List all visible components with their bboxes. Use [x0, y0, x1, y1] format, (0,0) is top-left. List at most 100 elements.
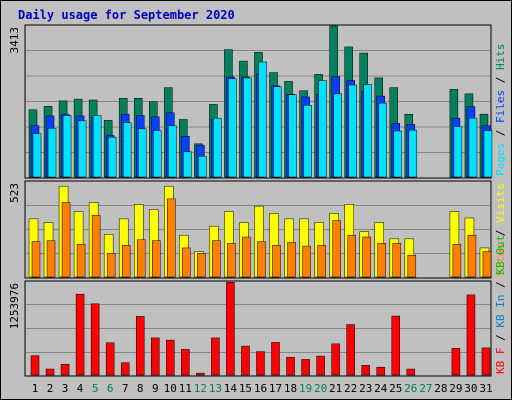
x-tick-label: 23 — [359, 382, 372, 395]
x-tick-label: 22 — [344, 382, 357, 395]
x-tick-label: 25 — [389, 382, 402, 395]
pages-bar — [333, 93, 342, 178]
x-tick-label: 9 — [152, 382, 159, 395]
x-tick-label: 10 — [164, 382, 177, 395]
x-tick-label: 31 — [479, 382, 492, 395]
legend-entry: Visits — [494, 183, 507, 223]
pages-bar — [348, 84, 357, 178]
sites-bar — [317, 244, 326, 278]
pages-bar — [363, 84, 372, 178]
kb-bar — [406, 368, 416, 376]
sites-bar — [212, 240, 221, 278]
kb-bar — [151, 337, 160, 376]
top-ymax-label: 3413 — [8, 27, 21, 54]
middle-ymax-label: 523 — [8, 183, 21, 203]
x-tick-label: 11 — [179, 382, 192, 395]
sites-bar — [377, 243, 386, 278]
pages-bar — [318, 80, 327, 178]
x-tick-label: 4 — [77, 382, 84, 395]
x-tick-label: 3 — [62, 382, 69, 395]
pages-bar — [198, 155, 207, 178]
kb-bar — [196, 372, 205, 376]
pages-bar — [303, 105, 312, 178]
x-tick-label: 17 — [269, 382, 282, 395]
pages-bar — [258, 61, 267, 178]
x-tick-label: 5 — [92, 382, 99, 395]
kb-bar — [75, 293, 85, 376]
kb-bar — [481, 347, 491, 376]
sites-bar — [121, 244, 131, 278]
pages-bar — [213, 117, 222, 178]
x-tick-label: 18 — [284, 382, 297, 395]
legend-entry: / — [494, 275, 507, 295]
x-tick-label: 14 — [224, 382, 238, 395]
sites-bar — [31, 241, 41, 278]
x-tick-label: 26 — [404, 382, 417, 395]
sites-bar — [182, 247, 191, 278]
x-tick-label: 13 — [209, 382, 222, 395]
kb-bar — [30, 355, 40, 376]
top-right-legend: Pages / Files / Hits — [494, 44, 507, 177]
kb-bar — [451, 348, 461, 376]
kb-bar — [391, 315, 401, 376]
legend-entry: / — [494, 123, 507, 143]
pages-bar — [137, 128, 147, 178]
legend-entry: Pages — [494, 143, 507, 176]
pages-bar — [77, 120, 87, 178]
pages-bar — [183, 151, 192, 178]
chart-title: Daily usage for September 2020 — [18, 8, 235, 22]
sites-bar — [152, 240, 161, 278]
x-tick-label: 15 — [239, 382, 252, 395]
pages-bar — [153, 130, 162, 178]
pages-bar — [62, 115, 72, 178]
bottom-right-legend: KB F / KB In / KB Out — [494, 235, 507, 374]
sites-bar — [482, 251, 492, 278]
x-tick-label: 19 — [299, 382, 312, 395]
sites-bar — [257, 241, 266, 278]
kb-bar — [256, 351, 265, 376]
kb-bar — [286, 356, 295, 376]
kb-bar — [301, 359, 310, 376]
legend-entry: / — [494, 223, 507, 243]
kb-bar — [361, 365, 370, 376]
kb-bar — [90, 303, 100, 376]
x-tick-label: 27 — [419, 382, 432, 395]
kb-bar — [120, 362, 130, 376]
pages-bar — [243, 77, 252, 178]
kb-bar — [166, 339, 175, 376]
x-tick-label: 7 — [122, 382, 129, 395]
sites-bar — [167, 198, 176, 278]
kb-bar — [376, 366, 385, 376]
pages-bar — [288, 94, 297, 178]
sites-bar — [287, 242, 296, 278]
kb-bar — [181, 349, 190, 376]
sites-bar — [452, 244, 462, 278]
kb-bar — [466, 294, 476, 376]
sites-bar — [467, 234, 477, 278]
middle-right-legend: Sites / Visits — [494, 183, 507, 276]
pages-bar — [468, 117, 478, 178]
pages-bar — [168, 125, 177, 178]
x-tick-label: 24 — [374, 382, 388, 395]
sites-bar — [197, 253, 206, 278]
legend-entry: / — [494, 328, 507, 348]
kb-bar — [271, 342, 280, 376]
sites-bar — [362, 236, 371, 278]
legend-entry: KB In — [494, 295, 507, 328]
sites-bar — [76, 244, 86, 278]
pages-bar — [378, 102, 387, 178]
legend-entry: Files — [494, 90, 507, 123]
sites-bar — [347, 234, 356, 278]
bottom-ymax-label: 1253976 — [8, 283, 21, 329]
x-tick-label: 28 — [434, 382, 447, 395]
sites-bar — [227, 243, 236, 278]
x-tick-label: 1 — [32, 382, 39, 395]
pages-bar — [32, 133, 42, 178]
legend-entry: Sites — [494, 243, 507, 276]
kb-bar — [316, 355, 325, 376]
pages-bar — [47, 128, 57, 178]
sites-bar — [392, 243, 402, 278]
x-tick-label: 6 — [107, 382, 114, 395]
pages-bar — [408, 129, 418, 178]
pages-bar — [453, 126, 463, 178]
